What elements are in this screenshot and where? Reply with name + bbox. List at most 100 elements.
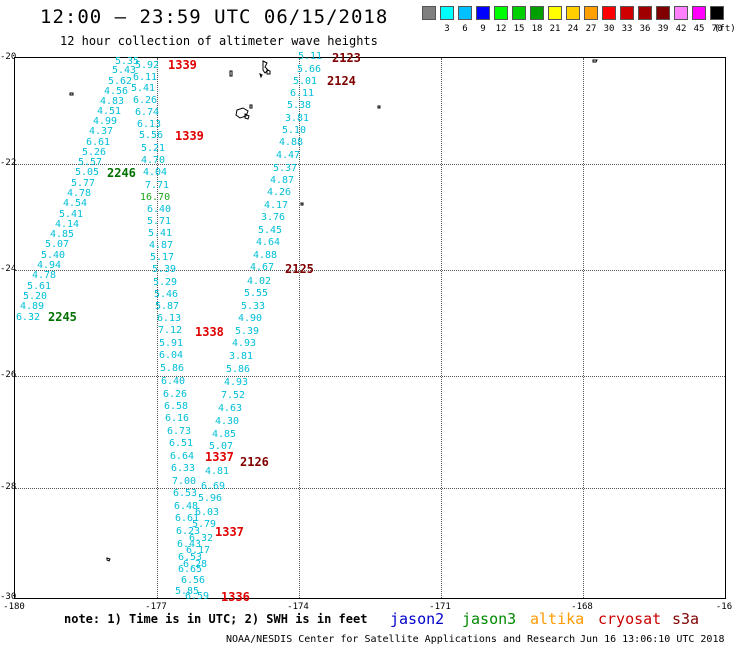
legend-label: 36 [639, 24, 651, 34]
wave-height-value: 3.81 [285, 113, 310, 124]
wave-height-value: 6.56 [181, 575, 206, 586]
wave-height-value: 7.71 [145, 180, 170, 191]
wave-height-value: 4.64 [256, 237, 281, 248]
wave-height-value: 4.67 [250, 262, 275, 273]
wave-height-value: 5.21 [141, 143, 166, 154]
longitude-gridline [157, 58, 158, 598]
pass-time-label: 2123 [332, 51, 361, 65]
wave-height-value: 5.57 [78, 157, 103, 168]
pass-time-label: 2126 [240, 455, 269, 469]
legend-swatch [512, 6, 526, 20]
wave-height-value: 4.78 [32, 270, 57, 281]
island-outline [229, 70, 233, 77]
legend-swatch [422, 6, 436, 20]
legend-swatch [584, 6, 598, 20]
wave-height-value: 6.59 [185, 591, 210, 602]
wave-height-value: 6.69 [201, 481, 226, 492]
wave-height-value: 4.63 [218, 403, 243, 414]
latitude-gridline [15, 488, 725, 489]
wave-height-value: 4.56 [104, 86, 129, 97]
legend-swatch [494, 6, 508, 20]
legend-label: 27 [585, 24, 597, 34]
wave-height-value: 4.70 [141, 155, 166, 166]
wave-height-value: 7.00 [172, 476, 197, 487]
island-outlines [69, 59, 598, 562]
island-outline [249, 104, 253, 109]
latitude-label: -28 [0, 482, 17, 492]
wave-height-value: 4.89 [20, 301, 45, 312]
wave-height-value: 6.26 [133, 95, 158, 106]
wave-height-value: 3.81 [229, 351, 254, 362]
satellite-altika: altika [530, 610, 585, 628]
wave-height-value: 4.87 [270, 175, 295, 186]
wave-height-value: 5.41 [148, 228, 173, 239]
wave-height-value: 4.04 [143, 167, 168, 178]
legend-label: 21 [549, 24, 561, 34]
wave-height-value: 5.86 [226, 364, 251, 375]
longitude-label: -168 [571, 602, 593, 612]
island-outline [235, 107, 249, 119]
wave-height-value: 5.71 [147, 216, 172, 227]
wave-height-value: 4.02 [247, 276, 272, 287]
wave-height-value: 5.17 [150, 252, 175, 263]
wave-height-value: 5.55 [244, 288, 269, 299]
latitude-gridline [15, 376, 725, 377]
legend-swatch [710, 6, 724, 20]
wave-height-value: 6.32 [189, 533, 214, 544]
legend-swatch [440, 6, 454, 20]
wave-height-value: 6.13 [157, 313, 182, 324]
wave-height-value: 5.62 [108, 76, 133, 87]
pass-time-label: 1338 [195, 325, 224, 339]
satellite-jason3: jason3 [462, 610, 517, 628]
wave-height-value: 5.91 [159, 338, 184, 349]
latitude-gridline [15, 270, 725, 271]
longitude-label: -177 [145, 602, 167, 612]
wave-height-value: 7.52 [221, 390, 246, 401]
pass-time-label: 2245 [48, 310, 77, 324]
pass-time-label: 1339 [168, 58, 197, 72]
wave-height-value: 4.83 [100, 96, 125, 107]
wave-height-value: 5.35 [115, 56, 140, 67]
wave-height-value: 5.79 [192, 519, 217, 530]
pass-time-label: 2124 [327, 74, 356, 88]
wave-height-value: 4.26 [267, 187, 292, 198]
pass-time-label: 1337 [215, 525, 244, 539]
wave-height-value: 5.38 [287, 100, 312, 111]
wave-height-value: 4.88 [279, 137, 304, 148]
generated-timestamp: Jun 16 13:06:10 UTC 2018 [580, 634, 725, 645]
wave-height-value: 5.26 [82, 147, 107, 158]
pass-time-label: 2246 [107, 166, 136, 180]
wave-height-value: 5.07 [209, 441, 234, 452]
legend-swatch [620, 6, 634, 20]
wave-height-value: 5.66 [297, 64, 322, 75]
wave-height-value: 4.17 [264, 200, 289, 211]
wave-height-value: 16.70 [140, 192, 171, 203]
wave-height-value: 6.32 [16, 312, 41, 323]
wave-height-value: 6.16 [165, 413, 190, 424]
island-outline [259, 73, 263, 79]
wave-height-value: 5.33 [241, 301, 266, 312]
wave-height-value: 4.90 [238, 313, 263, 324]
legend-swatch [692, 6, 706, 20]
wave-height-value: 4.54 [63, 198, 88, 209]
wave-height-value: 6.53 [173, 488, 198, 499]
wave-height-value: 4.99 [93, 116, 118, 127]
wave-height-value: 5.45 [258, 225, 283, 236]
wave-height-value: 4.85 [50, 229, 75, 240]
island-outline [377, 105, 381, 109]
wave-height-value: 5.07 [45, 239, 70, 250]
legend-label: 45 [693, 24, 705, 34]
wave-height-value: 6.26 [163, 389, 188, 400]
latitude-label: -20 [0, 52, 17, 62]
legend-swatch [602, 6, 616, 20]
wave-height-value: 5.77 [71, 178, 96, 189]
wave-height-value: 6.40 [147, 204, 172, 215]
wave-height-value: 4.37 [89, 126, 114, 137]
credit-line: NOAA/NESDIS Center for Satellite Applica… [226, 634, 576, 645]
legend-label: 24 [567, 24, 579, 34]
wave-height-value: 5.56 [139, 130, 164, 141]
wave-height-value: 6.64 [170, 451, 195, 462]
wave-height-value: 5.39 [152, 264, 177, 275]
wave-height-value: 5.37 [273, 163, 298, 174]
wave-height-value: 4.14 [55, 219, 80, 230]
